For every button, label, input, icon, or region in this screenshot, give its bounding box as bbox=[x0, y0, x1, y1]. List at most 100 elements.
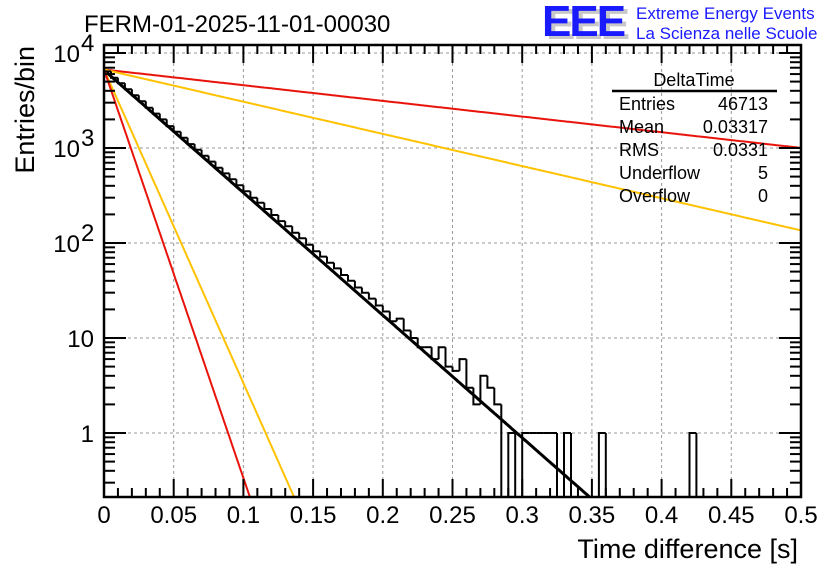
histogram-bin bbox=[604, 433, 613, 498]
x-tick-label: 0 bbox=[97, 502, 110, 529]
x-tick-label: 0.2 bbox=[366, 502, 399, 529]
histogram-bin bbox=[451, 366, 460, 372]
stats-value-entries: 46713 bbox=[718, 94, 768, 114]
axes: 0 0.05 0.1 0.15 0.2 0.25 0.3 0.35 0.4 0.45 0.5 1 10 1… bbox=[53, 30, 817, 529]
logo: EEE EEE Extreme Energy Events La Scienza… bbox=[542, 0, 817, 49]
x-tick-label: 0.1 bbox=[227, 502, 260, 529]
histogram-bin bbox=[353, 280, 362, 289]
histogram-bin bbox=[123, 83, 132, 91]
histogram-bin bbox=[486, 375, 495, 389]
logo-line1: Extreme Energy Events bbox=[636, 4, 815, 23]
logo-line2: La Scienza nelle Scuole bbox=[636, 24, 817, 43]
stats-title: DeltaTime bbox=[653, 70, 734, 90]
y-tick-exponent: 3 bbox=[81, 125, 94, 152]
histogram-bin bbox=[479, 374, 488, 405]
histogram-bin bbox=[500, 404, 509, 498]
histogram-bin bbox=[472, 387, 481, 406]
stats-value-overflow: 0 bbox=[758, 186, 768, 206]
y-axis-title: Entries/bin bbox=[10, 46, 40, 174]
histogram-bin bbox=[521, 432, 530, 497]
histogram-bin bbox=[333, 262, 341, 270]
y-tick-exponent: 2 bbox=[81, 220, 94, 247]
y-tick-label: 10 bbox=[67, 326, 94, 353]
histogram-bin bbox=[193, 144, 202, 151]
curve-red-fast bbox=[103, 69, 251, 498]
stats-value-mean: 0.03317 bbox=[703, 117, 768, 137]
stats-label-underflow: Underflow bbox=[619, 163, 701, 183]
y-tick-label: 10 bbox=[53, 41, 80, 68]
histogram-bin bbox=[402, 318, 411, 332]
logo-mark: EEE bbox=[542, 0, 625, 46]
histogram-bin bbox=[186, 137, 195, 146]
stats-label-entries: Entries bbox=[619, 94, 675, 114]
histogram-bin bbox=[151, 107, 160, 115]
x-axis-title: Time difference [s] bbox=[577, 534, 798, 564]
histogram-bin bbox=[214, 161, 223, 169]
x-tick-label: 0.05 bbox=[150, 502, 197, 529]
y-tick-exponent: 4 bbox=[81, 30, 94, 57]
histogram-bin bbox=[172, 126, 181, 133]
histogram-bin bbox=[430, 347, 439, 361]
histogram-bin bbox=[200, 149, 209, 157]
histogram-bin bbox=[695, 433, 704, 498]
histogram-bin bbox=[221, 167, 230, 175]
histogram-bin bbox=[116, 77, 125, 85]
x-tick-label: 0.25 bbox=[429, 502, 476, 529]
y-tick-label: 10 bbox=[53, 136, 80, 163]
histogram-bin bbox=[249, 191, 258, 199]
x-tick-label: 0.5 bbox=[784, 502, 817, 529]
histogram-bin bbox=[242, 185, 251, 193]
stats-label-mean: Mean bbox=[619, 117, 664, 137]
histogram-bin bbox=[298, 232, 307, 240]
stats-label-rms: RMS bbox=[619, 140, 659, 160]
histogram-bin bbox=[130, 89, 139, 97]
histogram-bin bbox=[360, 287, 369, 294]
histogram-bin bbox=[207, 155, 216, 163]
histogram-bin bbox=[416, 338, 425, 349]
stats-value-underflow: 5 bbox=[758, 163, 768, 183]
y-tick-label: 10 bbox=[53, 231, 80, 258]
histogram-bin bbox=[347, 275, 355, 282]
curves bbox=[102, 68, 802, 499]
histogram-bin bbox=[144, 101, 153, 109]
histogram-bin bbox=[137, 95, 146, 103]
histogram-bin bbox=[458, 358, 467, 371]
histogram-bin bbox=[158, 113, 167, 121]
histogram-bin bbox=[340, 268, 348, 276]
histogram-bin bbox=[556, 433, 564, 498]
histogram-bin bbox=[256, 197, 265, 204]
histogram-bin bbox=[270, 209, 279, 216]
histogram-bin bbox=[367, 292, 376, 300]
histogram-bin bbox=[374, 298, 383, 307]
histogram-bin bbox=[465, 359, 474, 389]
curve-fit bbox=[102, 69, 591, 499]
histogram-bin bbox=[507, 432, 516, 497]
histogram-bin bbox=[291, 226, 300, 234]
histogram-bin bbox=[597, 432, 606, 497]
histogram-bin bbox=[493, 387, 502, 406]
histogram-bin bbox=[395, 317, 404, 322]
grid bbox=[104, 45, 801, 497]
histogram-bin bbox=[179, 131, 188, 139]
histogram-bin bbox=[388, 311, 397, 323]
x-tick-label: 0.3 bbox=[506, 502, 539, 529]
curve-yellow-fast bbox=[103, 69, 295, 498]
histogram-bin bbox=[235, 179, 244, 187]
logo-mark-shadow: EEE bbox=[546, 0, 629, 49]
stats-box: DeltaTime Entries 46713 Mean 0.03317 RMS… bbox=[612, 70, 777, 206]
x-tick-label: 0.35 bbox=[569, 502, 616, 529]
curve-upper-slow bbox=[103, 68, 802, 149]
histogram-bin bbox=[263, 202, 272, 210]
histogram-bin bbox=[165, 119, 174, 128]
x-tick-label: 0.45 bbox=[708, 502, 755, 529]
histogram-bin bbox=[319, 251, 327, 258]
histogram-bin bbox=[381, 305, 390, 313]
histogram-bin bbox=[228, 173, 237, 181]
y-tick-label: 1 bbox=[81, 421, 94, 448]
histogram-bin bbox=[326, 256, 334, 264]
histogram-bin bbox=[688, 432, 697, 497]
histogram-bin bbox=[312, 244, 321, 253]
x-tick-label: 0.15 bbox=[290, 502, 337, 529]
stats-value-rms: 0.0331 bbox=[713, 140, 768, 160]
